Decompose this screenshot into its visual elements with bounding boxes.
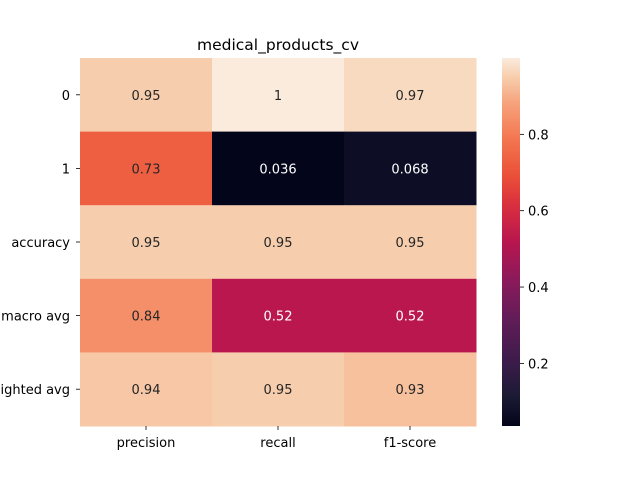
y-tick-label: accuracy xyxy=(11,236,70,251)
heatmap-cells: 0.95 1 0.97 0.73 0.036 0.068 0.95 0.95 0.95 0.84 0… xyxy=(80,58,477,427)
heatmap-cell xyxy=(212,58,345,133)
cell-value-label: 0.94 xyxy=(132,383,161,398)
cell-value-label: 0.95 xyxy=(264,383,293,398)
y-tick-label: 1 xyxy=(62,162,70,177)
cell-value-label: 0.95 xyxy=(264,236,293,251)
colorbar-tick-label: 0.4 xyxy=(528,281,549,296)
chart-title: medical_products_cv xyxy=(197,36,359,55)
cell-value-label: 0.95 xyxy=(132,236,161,251)
heatmap-cell xyxy=(212,352,345,427)
colorbar-tick-label: 0.6 xyxy=(528,205,549,220)
heatmap-cell xyxy=(80,352,213,427)
heatmap-cell xyxy=(344,58,477,133)
colorbar-tick-label: 0.8 xyxy=(528,128,549,143)
cell-value-label: 0.95 xyxy=(396,236,425,251)
colorbar-tick-label: 0.2 xyxy=(528,357,549,372)
x-tick-label: precision xyxy=(117,436,176,451)
cell-value-label: 0.97 xyxy=(396,89,425,104)
cell-value-label: 0.95 xyxy=(132,89,161,104)
cell-value-label: 0.52 xyxy=(264,310,293,325)
y-tick-label: weighted avg xyxy=(0,383,70,398)
cell-value-label: 0.068 xyxy=(391,162,428,177)
heatmap-cell xyxy=(80,58,213,133)
heatmap-cell xyxy=(212,131,345,206)
heatmap-cell xyxy=(212,205,345,280)
cell-value-label: 0.52 xyxy=(396,310,425,325)
heatmap-cell xyxy=(212,278,345,353)
heatmap-cell xyxy=(80,205,213,280)
cell-value-label: 1 xyxy=(274,89,282,104)
column-labels: precision recall f1-score xyxy=(117,426,436,451)
heatmap-cell xyxy=(344,205,477,280)
x-tick-label: recall xyxy=(260,436,295,451)
cell-value-label: 0.93 xyxy=(396,383,425,398)
x-tick-label: f1-score xyxy=(384,436,436,451)
heatmap-cell xyxy=(344,131,477,206)
heatmap-cell xyxy=(344,278,477,353)
cell-value-label: 0.84 xyxy=(132,310,161,325)
cell-value-label: 0.73 xyxy=(132,162,161,177)
y-tick-label: 0 xyxy=(62,89,70,104)
y-tick-label: macro avg xyxy=(1,310,70,325)
colorbar: 0.2 0.4 0.6 0.8 xyxy=(502,58,549,426)
heatmap-cell xyxy=(80,131,213,206)
heatmap-cell xyxy=(344,352,477,427)
colorbar-gradient xyxy=(502,58,520,426)
cell-value-label: 0.036 xyxy=(259,162,296,177)
row-labels: 0 1 accuracy macro avg weighted avg xyxy=(0,89,80,398)
heatmap-cell xyxy=(80,278,213,353)
